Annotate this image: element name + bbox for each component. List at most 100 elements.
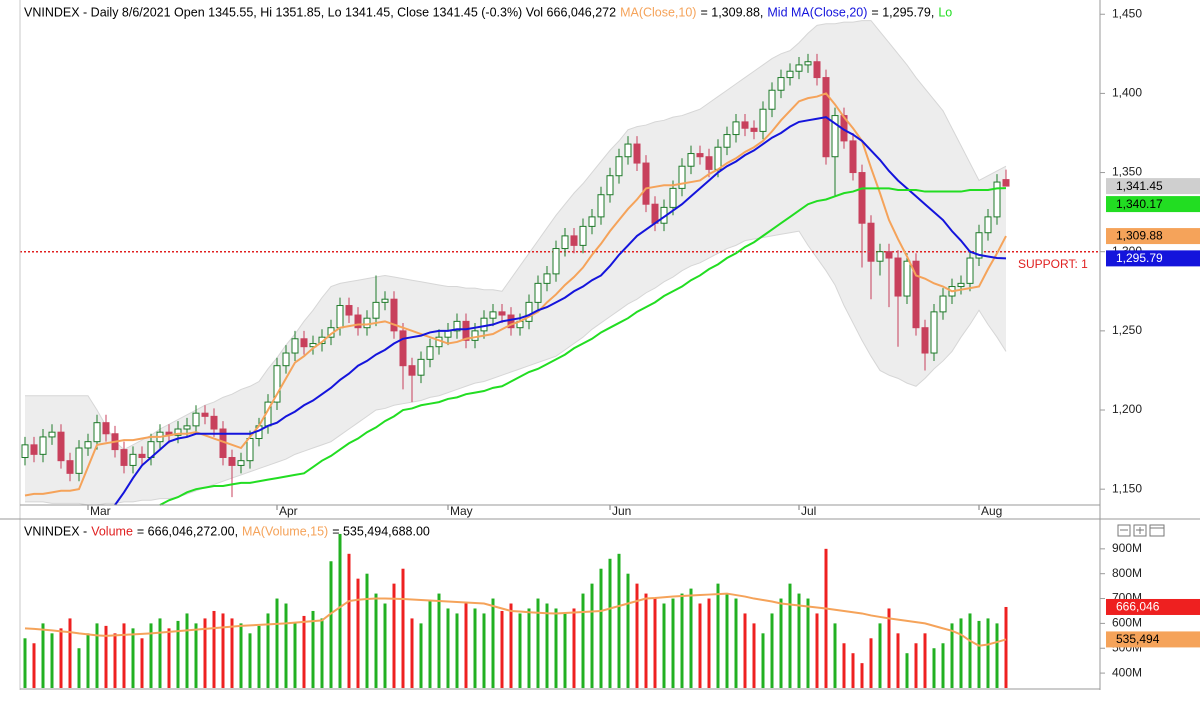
volume-bar bbox=[212, 610, 216, 688]
volume-bar bbox=[221, 613, 225, 688]
candle-body bbox=[381, 298, 389, 303]
volume-bar bbox=[428, 601, 432, 688]
volume-bar bbox=[527, 608, 531, 688]
volume-bar bbox=[104, 625, 108, 688]
header-text: VNINDEX - Daily 8/6/2021 Open 1345.55, H… bbox=[24, 5, 616, 19]
candle-body bbox=[579, 225, 587, 246]
volume-bar bbox=[878, 623, 882, 688]
candle-body bbox=[975, 232, 983, 259]
candle-body bbox=[777, 77, 785, 91]
candle-body bbox=[30, 444, 38, 455]
candle-body bbox=[129, 453, 137, 466]
volume-bar bbox=[473, 608, 477, 688]
y-tick-label: 600M bbox=[1112, 616, 1142, 630]
x-tick-label: Jul bbox=[801, 504, 816, 518]
volume-bar bbox=[194, 623, 198, 688]
volume-bar bbox=[563, 613, 567, 688]
candle-body bbox=[273, 365, 281, 403]
candle-body bbox=[84, 441, 92, 449]
volume-bar bbox=[905, 653, 909, 688]
toolbar[interactable] bbox=[1117, 524, 1165, 537]
volume-bar bbox=[653, 598, 657, 688]
volume-bar bbox=[572, 608, 576, 688]
value-box bbox=[1106, 178, 1200, 195]
y-tick-label: 400M bbox=[1112, 665, 1142, 679]
volume-bar bbox=[662, 603, 666, 688]
volume-bar bbox=[779, 598, 783, 688]
volume-bar bbox=[752, 623, 756, 688]
candle-body bbox=[615, 156, 623, 177]
candle-body bbox=[606, 175, 614, 196]
candle-body bbox=[750, 127, 758, 132]
candle-body bbox=[966, 257, 974, 284]
volume-bar bbox=[833, 623, 837, 688]
volume-bar bbox=[167, 628, 171, 688]
volume-bar bbox=[545, 603, 549, 688]
candle-body bbox=[804, 61, 812, 66]
candle-body bbox=[471, 330, 479, 341]
volume-bar bbox=[716, 583, 720, 688]
y-tick-label: 1,250 bbox=[1112, 323, 1142, 337]
candle-body bbox=[75, 447, 83, 474]
volume-bar bbox=[599, 568, 603, 688]
volume-bar bbox=[374, 593, 378, 688]
value-box-label: 535,494 bbox=[1116, 632, 1160, 646]
candle-body bbox=[912, 260, 920, 329]
toolbar-icon[interactable] bbox=[1149, 524, 1165, 537]
volume-bar bbox=[734, 598, 738, 688]
header-text: Volume bbox=[91, 524, 133, 538]
candle-body bbox=[597, 194, 605, 218]
candle-body bbox=[885, 251, 893, 259]
volume-bar bbox=[338, 533, 342, 688]
candle-body bbox=[39, 436, 47, 455]
candle-body bbox=[282, 352, 290, 367]
volume-bar bbox=[941, 643, 945, 688]
volume-bar bbox=[986, 618, 990, 688]
volume-bar bbox=[419, 623, 423, 688]
volume-bar bbox=[311, 610, 315, 688]
volume-bar bbox=[320, 618, 324, 688]
volume-bar bbox=[437, 593, 441, 688]
candle-body bbox=[642, 162, 650, 205]
candle-body bbox=[543, 273, 551, 284]
volume-bar bbox=[977, 620, 981, 688]
y-tick-label: 1,150 bbox=[1112, 481, 1142, 495]
volume-bar bbox=[509, 603, 513, 688]
header-text: Mid MA(Close,20) bbox=[767, 5, 867, 19]
volume-bar bbox=[284, 603, 288, 688]
volume-bar bbox=[824, 548, 828, 688]
volume-bar bbox=[788, 583, 792, 688]
candle-body bbox=[399, 330, 407, 367]
volume-bar bbox=[770, 613, 774, 688]
candle-body bbox=[732, 121, 740, 136]
volume-bar bbox=[257, 625, 261, 688]
volume-bar bbox=[806, 598, 810, 688]
candle-body bbox=[831, 115, 839, 158]
toolbar-icon[interactable] bbox=[1117, 524, 1131, 537]
value-box bbox=[1106, 598, 1200, 615]
candle-body bbox=[57, 431, 65, 462]
candle-body bbox=[138, 453, 146, 459]
candle-body bbox=[678, 165, 686, 189]
candle-body bbox=[237, 460, 245, 466]
candle-body bbox=[930, 311, 938, 354]
candle-body bbox=[408, 365, 416, 376]
candle-body bbox=[759, 108, 767, 132]
x-tick-label: Mar bbox=[90, 504, 111, 518]
volume-bar bbox=[131, 628, 135, 688]
volume-bar bbox=[797, 593, 801, 688]
volume-bar bbox=[860, 663, 864, 688]
toolbar-icon[interactable] bbox=[1133, 524, 1147, 537]
volume-bar bbox=[608, 558, 612, 688]
volume-bar bbox=[644, 593, 648, 688]
volume-bar bbox=[950, 623, 954, 688]
volume-bar bbox=[86, 633, 90, 688]
volume-bar bbox=[95, 623, 99, 688]
plot-area: SUPPORT: 1 Mar Apr May Jun Jul Aug VNINDEX - Da… bbox=[20, 5, 1100, 688]
candle-body bbox=[957, 282, 965, 288]
candle-body bbox=[588, 216, 596, 227]
volume-bar bbox=[896, 633, 900, 688]
candle-body bbox=[651, 203, 659, 224]
volume-bar bbox=[1004, 606, 1008, 688]
